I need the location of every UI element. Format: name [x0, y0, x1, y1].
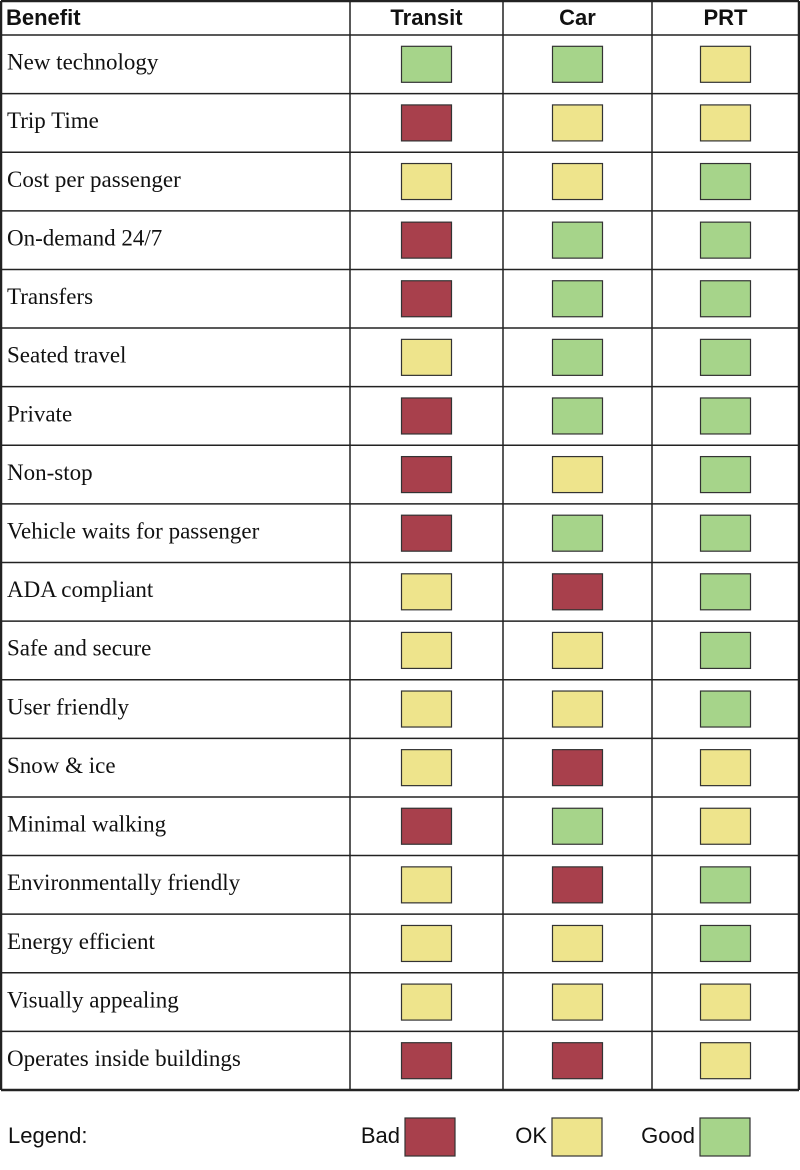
legend-title: Legend:	[8, 1123, 88, 1148]
benefit-label: Transfers	[7, 284, 93, 309]
benefit-label: Trip Time	[7, 108, 99, 133]
benefit-label: Operates inside buildings	[7, 1046, 241, 1071]
benefit-label: Safe and secure	[7, 636, 151, 661]
rating-swatch	[400, 807, 453, 845]
rating-swatch	[400, 514, 453, 552]
rating-swatch	[699, 983, 752, 1021]
benefit-label: ADA compliant	[7, 577, 154, 602]
rating-swatch	[551, 455, 604, 494]
rating-swatch	[551, 690, 604, 728]
rating-swatch	[551, 45, 604, 83]
rating-swatch	[699, 455, 752, 494]
benefit-label: Non-stop	[7, 460, 93, 485]
rating-swatch	[400, 866, 453, 904]
rating-swatch	[699, 45, 752, 83]
column-header: PRT	[704, 5, 749, 30]
rating-swatch	[551, 983, 604, 1021]
rating-swatch	[551, 514, 604, 552]
rating-swatch	[400, 338, 453, 376]
benefit-label: Energy efficient	[7, 929, 156, 954]
benefit-label: Cost per passenger	[7, 167, 181, 192]
rating-swatch	[699, 338, 752, 376]
rating-swatch	[699, 631, 752, 670]
rating-swatch	[400, 104, 453, 142]
rating-swatch	[400, 397, 453, 435]
rating-swatch	[699, 690, 752, 728]
rating-swatch	[400, 983, 453, 1021]
benefit-label: Environmentally friendly	[7, 870, 241, 895]
benefit-label: Vehicle waits for passenger	[7, 518, 260, 543]
rating-swatch	[699, 866, 752, 904]
rating-swatch	[699, 749, 752, 787]
rating-swatch	[400, 631, 453, 670]
rating-swatch	[699, 1042, 752, 1080]
rating-swatch	[551, 749, 604, 787]
benefit-label: Visually appealing	[7, 987, 179, 1012]
rating-swatch	[551, 924, 604, 963]
rating-swatch	[400, 924, 453, 963]
rating-swatch	[400, 221, 453, 259]
benefit-label: Seated travel	[7, 343, 126, 368]
rating-swatch	[699, 573, 752, 611]
rating-swatch	[551, 162, 604, 201]
legend-swatch	[551, 1117, 603, 1157]
rating-swatch	[699, 104, 752, 142]
rating-swatch	[699, 514, 752, 552]
rating-swatch	[400, 280, 453, 318]
benefit-label: Minimal walking	[7, 812, 167, 837]
legend-swatch	[699, 1117, 751, 1157]
column-header: Car	[559, 5, 596, 30]
benefit-label: Snow & ice	[7, 753, 116, 778]
rating-swatch	[699, 807, 752, 845]
rating-swatch	[551, 221, 604, 259]
rating-swatch	[551, 631, 604, 670]
rating-swatch	[400, 162, 453, 201]
benefit-label: Private	[7, 401, 72, 426]
rating-swatch	[400, 749, 453, 787]
rating-swatch	[551, 280, 604, 318]
rating-swatch	[551, 573, 604, 611]
rating-swatch	[551, 866, 604, 904]
rating-swatch	[551, 104, 604, 142]
rating-swatch	[699, 924, 752, 963]
rating-swatch	[400, 45, 453, 83]
rating-swatch	[551, 807, 604, 845]
column-header: Transit	[390, 5, 463, 30]
benefit-label: User friendly	[7, 694, 129, 719]
rating-swatch	[699, 280, 752, 318]
legend-swatch	[404, 1117, 456, 1157]
legend-label: OK	[515, 1123, 547, 1148]
rating-swatch	[551, 397, 604, 435]
rating-swatch	[551, 1042, 604, 1080]
benefit-label: On-demand 24/7	[7, 225, 162, 250]
legend-label: Good	[641, 1123, 695, 1148]
legend-label: Bad	[361, 1123, 400, 1148]
rating-swatch	[400, 455, 453, 494]
rating-swatch	[551, 338, 604, 376]
rating-swatch	[699, 221, 752, 259]
rating-swatch	[400, 573, 453, 611]
rating-swatch	[699, 162, 752, 201]
rating-swatch	[400, 1042, 453, 1080]
rating-swatch	[699, 397, 752, 435]
column-header: Benefit	[6, 5, 81, 30]
rating-swatch	[400, 690, 453, 728]
benefit-label: New technology	[7, 50, 159, 75]
